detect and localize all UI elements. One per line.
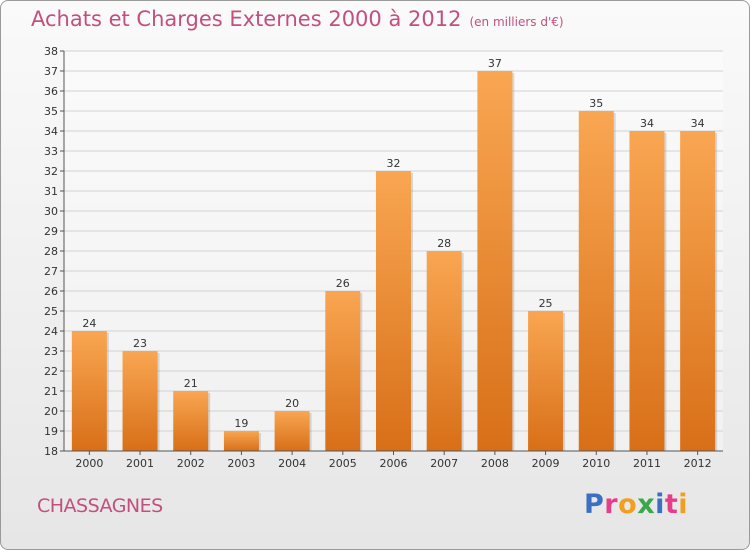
x-tick-label: 2007 [430, 457, 458, 470]
logo-letter: i [655, 489, 665, 520]
bar [426, 251, 462, 451]
x-tick-label: 2005 [329, 457, 357, 470]
y-tick-label: 25 [44, 305, 58, 318]
axes: 18 19 20 21 22 23 24 25 26 27 28 29 30 31 32 33 34 35 36 37… [44, 45, 723, 470]
logo-letter: r [604, 489, 619, 520]
y-tick-label: 18 [44, 445, 58, 458]
data-label: 21 [184, 377, 198, 390]
bar [680, 131, 716, 451]
data-label: 37 [488, 57, 502, 70]
bar [122, 351, 158, 451]
y-tick-label: 32 [44, 165, 58, 178]
data-label: 34 [691, 117, 705, 130]
proxiti-logo: Proxiti [584, 489, 688, 520]
y-tick-label: 29 [44, 225, 58, 238]
logo-letter: x [637, 489, 656, 520]
x-tick-label: 2006 [380, 457, 408, 470]
data-label: 23 [133, 337, 147, 350]
x-tick-label: 2004 [278, 457, 306, 470]
data-label: 35 [589, 97, 603, 110]
logo-letter: t [664, 489, 679, 520]
x-tick-label: 2010 [582, 457, 610, 470]
commune-name: CHASSAGNES [37, 495, 163, 517]
y-tick-label: 24 [44, 325, 58, 338]
bar [528, 311, 564, 451]
data-label: 28 [437, 237, 451, 250]
y-tick-label: 35 [44, 105, 58, 118]
x-tick-label: 2000 [75, 457, 103, 470]
x-tick-label: 2011 [633, 457, 661, 470]
x-tick-label: 2001 [126, 457, 154, 470]
y-tick-label: 37 [44, 65, 58, 78]
x-tick-label: 2008 [481, 457, 509, 470]
data-label: 24 [82, 317, 96, 330]
bar [376, 171, 411, 451]
bar [173, 391, 209, 451]
bar [71, 331, 107, 451]
data-label: 34 [640, 117, 654, 130]
bar [325, 291, 361, 451]
y-tick-label: 28 [44, 245, 58, 258]
y-tick-label: 33 [44, 145, 58, 158]
y-tick-label: 31 [44, 185, 58, 198]
y-tick-label: 30 [44, 205, 58, 218]
data-label: 25 [539, 297, 553, 310]
logo-letter: o [618, 489, 638, 520]
chart-title-text: Achats et Charges Externes 2000 à 2012 [31, 7, 462, 31]
logo-letter: i [678, 489, 689, 520]
y-tick-label: 34 [44, 125, 58, 138]
bars: 24 23 21 19 20 26 32 28 37 25 35 34 34 [71, 57, 718, 451]
chart-title: Achats et Charges Externes 2000 à 2012 (e… [31, 7, 564, 31]
bar [274, 411, 310, 451]
logo-letter: P [584, 489, 605, 520]
y-tick-label: 19 [44, 425, 58, 438]
y-tick-label: 27 [44, 265, 58, 278]
y-tick-label: 36 [44, 85, 58, 98]
data-label: 20 [285, 397, 299, 410]
y-tick-label: 26 [44, 285, 58, 298]
x-tick-label: 2002 [177, 457, 205, 470]
x-tick-label: 2009 [532, 457, 560, 470]
chart-subtitle: (en milliers d'€) [469, 15, 564, 29]
y-tick-label: 20 [44, 405, 58, 418]
data-label: 26 [336, 277, 350, 290]
y-tick-label: 22 [44, 365, 58, 378]
bar [223, 431, 259, 451]
data-label: 32 [387, 157, 401, 170]
y-tick-label: 21 [44, 385, 58, 398]
data-label: 19 [234, 417, 248, 430]
x-tick-label: 2012 [684, 457, 712, 470]
bar [477, 71, 513, 451]
x-tick-label: 2003 [227, 457, 255, 470]
bar [578, 111, 614, 451]
y-tick-label: 23 [44, 345, 58, 358]
bar [629, 131, 665, 451]
y-tick-label: 38 [44, 45, 58, 58]
